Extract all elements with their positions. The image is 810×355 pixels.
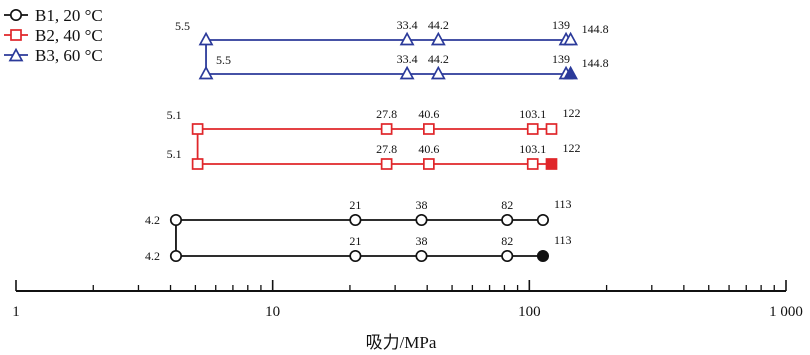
data-point bbox=[380, 158, 393, 170]
data-point bbox=[380, 123, 393, 135]
data-label: 103.1 bbox=[519, 142, 546, 156]
data-point bbox=[423, 123, 435, 135]
x-tick-label: 10 bbox=[265, 304, 280, 320]
legend-marker bbox=[8, 47, 24, 62]
data-label: 5.1 bbox=[167, 147, 182, 161]
data-point bbox=[526, 158, 539, 170]
data-label: 38 bbox=[415, 198, 427, 212]
data-label: 5.5 bbox=[216, 53, 231, 67]
data-point bbox=[415, 213, 428, 227]
legend-label: B2, 40 °C bbox=[35, 26, 103, 45]
data-label: 113 bbox=[554, 233, 572, 247]
data-point bbox=[545, 158, 558, 170]
data-point bbox=[191, 158, 204, 170]
data-point bbox=[430, 65, 446, 80]
data-point bbox=[415, 249, 428, 263]
data-label: 103.1 bbox=[519, 107, 546, 121]
data-label: 5.1 bbox=[167, 108, 182, 122]
data-point bbox=[501, 249, 514, 263]
data-point bbox=[349, 213, 362, 227]
data-label: 144.8 bbox=[582, 56, 609, 70]
data-label: 27.8 bbox=[376, 142, 397, 156]
data-point bbox=[536, 213, 550, 227]
legend-item: B1, 20 °C bbox=[4, 6, 103, 25]
data-label: 21 bbox=[349, 234, 361, 248]
legend-label: B1, 20 °C bbox=[35, 6, 103, 25]
plot-area: 4.2 21 38 82 113 4.2 21 38 82 113 5.1 27.8 40.6 103.1… bbox=[145, 18, 609, 263]
x-tick-label: 1 000 bbox=[769, 304, 803, 320]
data-point bbox=[198, 31, 214, 46]
data-point bbox=[169, 249, 183, 263]
data-point bbox=[501, 213, 514, 227]
data-label: 4.2 bbox=[145, 213, 160, 227]
data-label: 139 bbox=[552, 18, 570, 32]
data-label: 122 bbox=[562, 141, 580, 155]
data-label: 144.8 bbox=[582, 22, 609, 36]
data-label: 33.4 bbox=[397, 18, 418, 32]
data-label: 40.6 bbox=[418, 142, 439, 156]
data-point bbox=[423, 158, 435, 170]
x-axis: 1 10 100 1 000 bbox=[12, 280, 803, 320]
data-label: 38 bbox=[415, 234, 427, 248]
data-point bbox=[349, 249, 362, 263]
series-1: 4.2 21 38 82 113 4.2 21 38 82 113 bbox=[145, 197, 572, 263]
series-3: 5.5 33.4 44.2 139 144.8 5.5 33.4 44.2 139 144.8 bbox=[175, 18, 609, 80]
data-label: 44.2 bbox=[428, 18, 449, 32]
data-label: 122 bbox=[562, 106, 580, 120]
data-point bbox=[191, 123, 204, 135]
data-point bbox=[526, 123, 539, 135]
data-label: 21 bbox=[349, 198, 361, 212]
legend-item: B2, 40 °C bbox=[4, 26, 103, 45]
data-label: 139 bbox=[552, 52, 570, 66]
data-point bbox=[198, 65, 214, 80]
legend-item: B3, 60 °C bbox=[4, 46, 103, 65]
data-point bbox=[399, 31, 415, 46]
x-tick-label: 1 bbox=[12, 304, 20, 320]
legend-marker bbox=[10, 29, 22, 41]
data-point bbox=[545, 123, 558, 135]
data-label: 5.5 bbox=[175, 19, 190, 33]
data-label: 113 bbox=[554, 197, 572, 211]
legend-label: B3, 60 °C bbox=[35, 46, 103, 65]
data-point bbox=[399, 65, 415, 80]
data-point bbox=[563, 31, 579, 46]
data-label: 40.6 bbox=[418, 107, 439, 121]
x-tick-label: 100 bbox=[518, 304, 541, 320]
data-point bbox=[169, 213, 183, 227]
series-2: 5.1 27.8 40.6 103.1 122 5.1 27.8 40.6 103.1 122 bbox=[167, 106, 580, 170]
data-label: 4.2 bbox=[145, 249, 160, 263]
data-label: 44.2 bbox=[428, 52, 449, 66]
x-axis-title: 吸力/MPa bbox=[366, 333, 437, 352]
legend-marker bbox=[9, 8, 23, 22]
data-point bbox=[536, 249, 550, 263]
data-point bbox=[563, 65, 579, 80]
legend: B1, 20 °CB2, 40 °CB3, 60 °C bbox=[4, 6, 103, 65]
data-point bbox=[430, 31, 446, 46]
data-label: 82 bbox=[501, 198, 513, 212]
data-label: 82 bbox=[501, 234, 513, 248]
data-label: 33.4 bbox=[397, 52, 418, 66]
data-label: 27.8 bbox=[376, 107, 397, 121]
